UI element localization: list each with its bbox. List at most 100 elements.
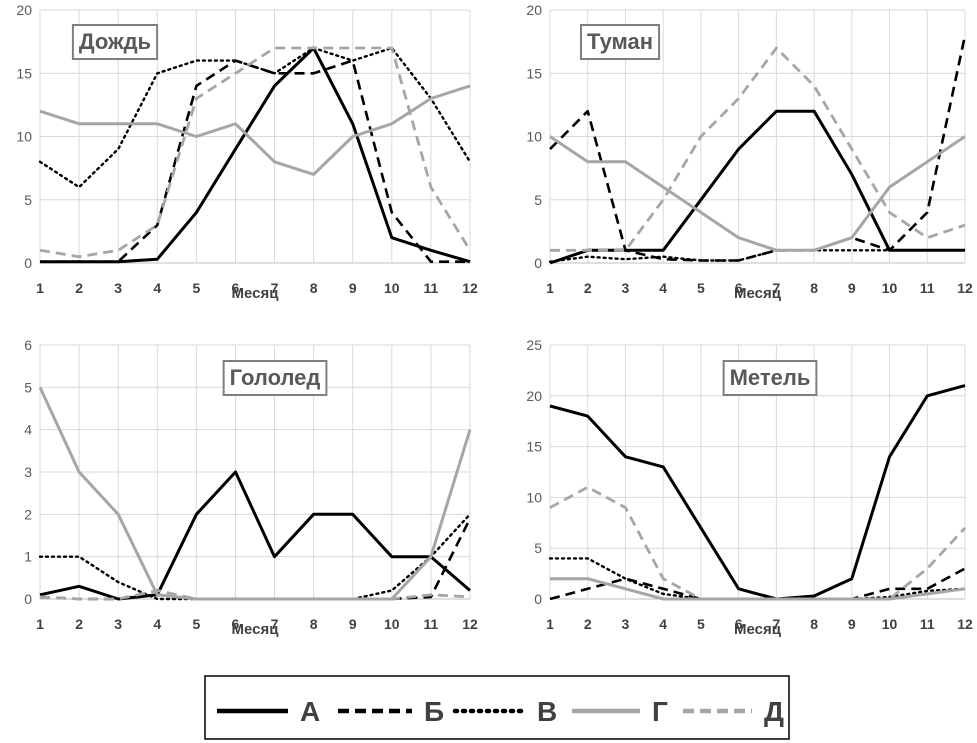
x-tick-label: 5 (697, 616, 705, 632)
chart-title: Метель (722, 360, 818, 396)
chart-title-box (722, 360, 818, 396)
x-tick-label: 9 (349, 280, 357, 296)
x-tick-label: 11 (920, 616, 935, 632)
series-line-Г (549, 135, 966, 252)
x-tick-label: 4 (659, 616, 667, 632)
series-line-Д (550, 46, 966, 252)
chart-title-box (222, 360, 328, 396)
y-tick-label: 0 (534, 591, 542, 607)
legend-label-В: В (537, 696, 557, 727)
series-line-А (549, 109, 965, 265)
x-tick-label: 4 (153, 616, 161, 632)
y-tick-label: 0 (24, 255, 32, 271)
chart-title: Гололед (222, 360, 328, 396)
x-tick-label: 10 (384, 280, 400, 296)
legend-box (204, 675, 790, 740)
x-tick-label: 7 (271, 280, 279, 296)
x-tick-label: 2 (75, 616, 83, 632)
x-tick-label: 9 (848, 616, 856, 632)
x-tick-label: 2 (584, 280, 592, 296)
x-tick-label: 4 (153, 280, 161, 296)
y-tick-label: 15 (526, 65, 542, 81)
x-tick-label: 12 (957, 616, 973, 632)
x-tick-label: 2 (75, 280, 83, 296)
x-tick-label: 1 (546, 280, 554, 296)
y-tick-label: 6 (24, 337, 32, 353)
y-tick-label: 5 (24, 379, 32, 395)
y-tick-label: 20 (526, 2, 542, 18)
x-tick-label: 6 (232, 280, 240, 296)
x-tick-label: 12 (957, 280, 973, 296)
legend-label-Д: Д (764, 696, 784, 727)
series-line-Г (39, 84, 471, 176)
chart-title-text: Дождь (79, 29, 151, 54)
chart-title-box (579, 24, 661, 60)
x-tick-label: 11 (920, 280, 935, 296)
x-axis-label: Месяц (734, 621, 782, 638)
legend-label-Г: Г (652, 696, 668, 727)
x-tick-label: 1 (36, 616, 44, 632)
x-axis-label: Месяц (232, 621, 280, 638)
series-line-В (38, 46, 472, 189)
chart-title: Туман (579, 24, 661, 60)
y-tick-label: 25 (526, 337, 542, 353)
y-tick-label: 0 (534, 255, 542, 271)
y-tick-label: 2 (24, 506, 32, 522)
series-line-А (40, 46, 471, 264)
x-tick-label: 10 (384, 616, 400, 632)
series-line-Г (38, 386, 472, 601)
y-tick-label: 1 (24, 549, 32, 565)
x-axis-label: Месяц (232, 285, 280, 302)
x-tick-label: 9 (349, 616, 357, 632)
y-tick-label: 5 (534, 540, 542, 556)
y-tick-label: 20 (526, 388, 542, 404)
y-tick-label: 5 (534, 192, 542, 208)
chart-title-text: Метель (730, 365, 811, 390)
y-tick-label: 3 (24, 464, 32, 480)
x-tick-label: 9 (848, 280, 856, 296)
y-tick-label: 0 (24, 591, 32, 607)
y-tick-label: 15 (16, 65, 32, 81)
y-tick-label: 10 (16, 129, 32, 145)
y-tick-label: 10 (526, 129, 542, 145)
legend-label-А: А (300, 696, 320, 727)
y-tick-label: 5 (24, 192, 32, 208)
x-tick-label: 3 (622, 616, 630, 632)
x-tick-label: 6 (735, 616, 743, 632)
x-tick-label: 6 (735, 280, 743, 296)
x-tick-label: 7 (772, 280, 780, 296)
x-tick-label: 5 (697, 280, 705, 296)
x-tick-label: 1 (36, 280, 44, 296)
x-tick-label: 3 (114, 616, 122, 632)
series-line-Б (39, 518, 472, 601)
x-axis-label: Месяц (734, 285, 782, 302)
series-line-В (38, 513, 472, 601)
x-tick-label: 2 (584, 616, 592, 632)
x-tick-label: 5 (192, 280, 200, 296)
series-line-В (548, 249, 967, 263)
x-tick-label: 7 (772, 616, 780, 632)
x-tick-label: 8 (310, 280, 318, 296)
series-line-Д (39, 46, 472, 259)
y-tick-label: 20 (16, 2, 32, 18)
x-tick-label: 4 (659, 280, 667, 296)
series-line-Б (40, 59, 470, 264)
series-line-Д (39, 589, 471, 601)
x-tick-label: 3 (114, 280, 122, 296)
y-tick-label: 15 (526, 439, 542, 455)
series-line-А (39, 470, 471, 601)
series-line-А (549, 384, 966, 601)
y-tick-label: 10 (526, 489, 542, 505)
x-tick-label: 10 (882, 280, 898, 296)
x-tick-label: 8 (310, 616, 318, 632)
x-tick-label: 5 (192, 616, 200, 632)
legend-label-Б: Б (424, 696, 444, 727)
legend: А Б В Г Д (204, 675, 790, 740)
x-tick-label: 8 (810, 280, 818, 296)
x-tick-label: 6 (232, 616, 240, 632)
